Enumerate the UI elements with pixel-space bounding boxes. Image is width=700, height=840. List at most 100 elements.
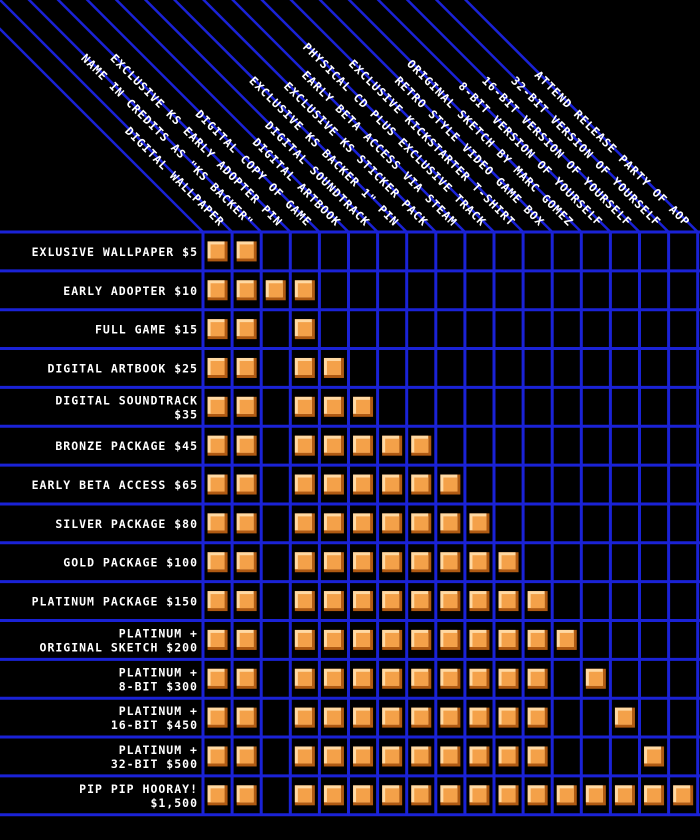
marker-fill (356, 749, 371, 764)
reward-marker (498, 785, 519, 806)
marker-fill (414, 438, 429, 453)
header-diagonal (143, 0, 379, 233)
reward-marker (323, 746, 344, 767)
marker-fill (239, 749, 254, 764)
reward-marker (353, 785, 374, 806)
reward-marker (382, 668, 403, 689)
marker-fill (239, 283, 254, 298)
marker-fill (647, 788, 662, 803)
row-label: 16-BIT $450 (111, 718, 198, 732)
reward-marker (614, 785, 635, 806)
reward-marker (236, 785, 257, 806)
reward-marker (294, 357, 315, 378)
marker-fill (210, 710, 225, 725)
header-diagonal (318, 0, 554, 233)
reward-marker (527, 785, 548, 806)
marker-fill (443, 632, 458, 647)
row-label: FULL GAME $15 (95, 323, 198, 337)
row-label: EARLY BETA ACCESS $65 (32, 478, 198, 492)
marker-fill (210, 788, 225, 803)
reward-marker (323, 668, 344, 689)
marker-fill (326, 360, 341, 375)
marker-fill (472, 749, 487, 764)
reward-marker (644, 746, 665, 767)
reward-marker (236, 668, 257, 689)
reward-marker (527, 746, 548, 767)
reward-marker (323, 513, 344, 534)
reward-marker (527, 668, 548, 689)
reward-marker (498, 746, 519, 767)
marker-fill (385, 555, 400, 570)
marker-fill (385, 749, 400, 764)
marker-fill (210, 322, 225, 337)
reward-marker (411, 474, 432, 495)
reward-marker (440, 629, 461, 650)
marker-fill (356, 788, 371, 803)
reward-marker (207, 474, 228, 495)
reward-marker (353, 435, 374, 456)
row-label: 8-BIT $300 (119, 679, 198, 693)
marker-fill (617, 710, 632, 725)
reward-marker (411, 591, 432, 612)
reward-marker (236, 319, 257, 340)
reward-marker (207, 396, 228, 417)
header-diagonal (202, 0, 437, 233)
reward-marker (294, 280, 315, 301)
reward-marker (294, 668, 315, 689)
reward-marker (323, 552, 344, 573)
marker-fill (268, 283, 283, 298)
reward-marker (294, 435, 315, 456)
reward-marker (323, 357, 344, 378)
reward-marker (498, 552, 519, 573)
reward-marker (382, 707, 403, 728)
reward-marker (469, 513, 490, 534)
marker-fill (210, 477, 225, 492)
reward-marker (207, 552, 228, 573)
marker-fill (530, 788, 545, 803)
reward-marker (498, 668, 519, 689)
marker-fill (239, 671, 254, 686)
row-label: $35 (174, 407, 198, 421)
reward-marker (294, 591, 315, 612)
reward-marker (469, 629, 490, 650)
marker-fill (356, 632, 371, 647)
marker-fill (414, 671, 429, 686)
reward-marker (440, 668, 461, 689)
marker-fill (588, 671, 603, 686)
marker-fill (210, 594, 225, 609)
marker-fill (239, 710, 254, 725)
reward-marker (411, 435, 432, 456)
reward-marker (527, 591, 548, 612)
row-label: PLATINUM + (119, 743, 198, 757)
reward-marker (265, 280, 286, 301)
marker-fill (617, 788, 632, 803)
marker-fill (530, 632, 545, 647)
reward-marker (614, 707, 635, 728)
reward-marker (323, 785, 344, 806)
marker-fill (530, 710, 545, 725)
marker-fill (239, 594, 254, 609)
marker-fill (443, 594, 458, 609)
reward-marker (382, 785, 403, 806)
row-label: BRONZE PACKAGE $45 (55, 439, 198, 453)
reward-marker (294, 629, 315, 650)
reward-marker (353, 668, 374, 689)
marker-fill (210, 749, 225, 764)
header-diagonal (172, 0, 408, 233)
reward-marker (236, 746, 257, 767)
reward-marker (498, 629, 519, 650)
marker-fill (559, 788, 574, 803)
reward-marker (469, 707, 490, 728)
marker-fill (443, 477, 458, 492)
marker-fill (356, 399, 371, 414)
marker-fill (297, 788, 312, 803)
reward-marker (353, 513, 374, 534)
marker-fill (501, 710, 516, 725)
reward-marker (556, 629, 577, 650)
marker-fill (501, 632, 516, 647)
reward-marker (207, 629, 228, 650)
marker-fill (297, 477, 312, 492)
marker-fill (297, 438, 312, 453)
reward-marker (207, 746, 228, 767)
marker-fill (239, 322, 254, 337)
